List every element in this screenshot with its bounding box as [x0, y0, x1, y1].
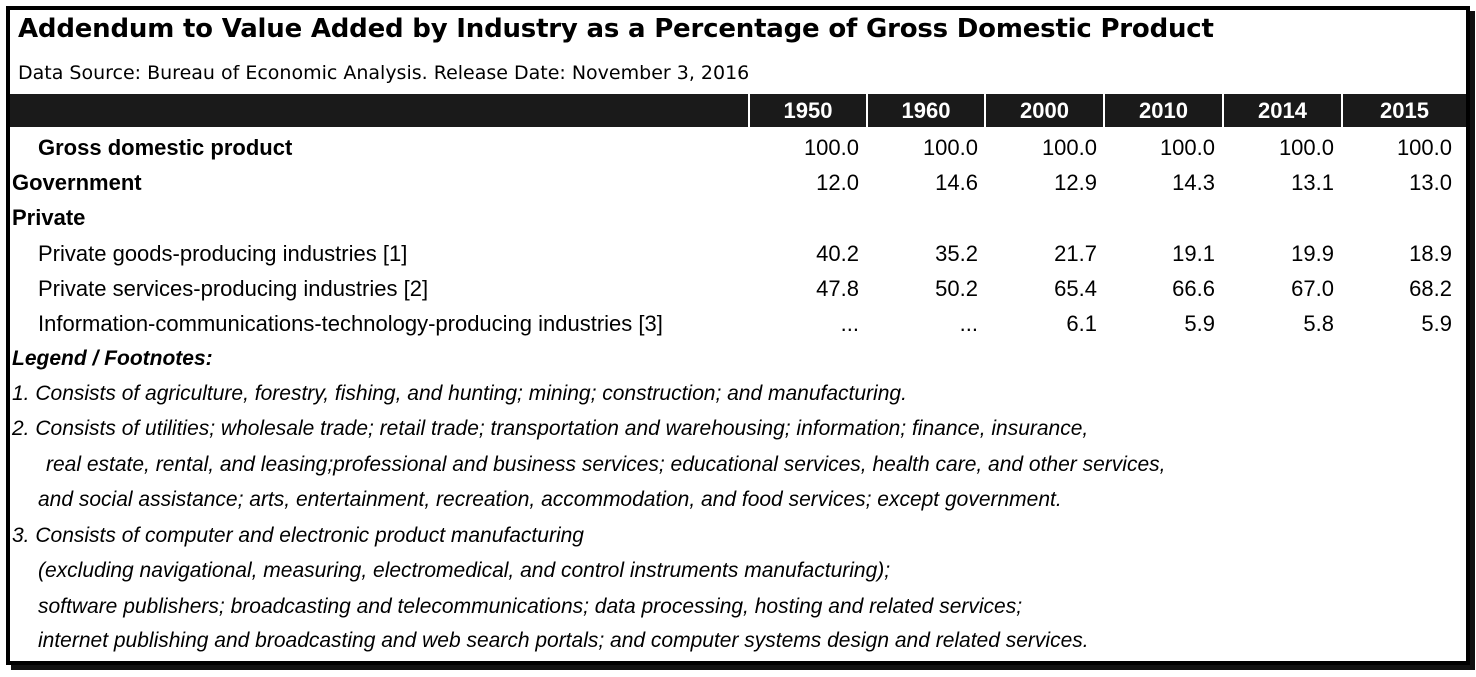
column-header-2010: 2010 [1103, 94, 1222, 127]
cell-value: 47.8 [816, 276, 859, 301]
row-label: Private goods-producing industries [1] [38, 241, 408, 266]
footnote-line: (excluding navigational, measuring, elec… [38, 559, 891, 582]
table-row: Private [10, 200, 1466, 235]
row-label: Information-communications-technology-pr… [38, 311, 663, 336]
cell-value: ... [840, 311, 859, 336]
table-row: Information-communications-technology-pr… [10, 306, 1466, 341]
cell-value: 100.0 [1278, 135, 1334, 160]
column-header-1960: 1960 [866, 94, 984, 127]
column-header-2000: 2000 [984, 94, 1103, 127]
page-title: Addendum to Value Added by Industry as a… [18, 14, 1214, 44]
cell-value: 12.0 [816, 170, 859, 195]
footnote-line: software publishers; broadcasting and te… [38, 595, 1023, 618]
cell-value: 13.1 [1291, 170, 1334, 195]
footnote-line: 1. Consists of agriculture, forestry, fi… [12, 382, 907, 405]
cell-value: 100.0 [1396, 135, 1452, 160]
table-frame: Addendum to Value Added by Industry as a… [6, 6, 1470, 665]
row-label: Government [12, 170, 142, 195]
cell-value: 21.7 [1054, 241, 1097, 266]
cell-value: 5.9 [1421, 311, 1452, 336]
footnote-line: and social assistance; arts, entertainme… [38, 488, 1062, 511]
column-header-bar: 1950 1960 2000 2010 2014 2015 [10, 94, 1466, 127]
column-header-2014: 2014 [1222, 94, 1341, 127]
footnote-line: internet publishing and broadcasting and… [38, 629, 1089, 652]
footnote-line: 3. Consists of computer and electronic p… [12, 524, 584, 547]
page-subtitle: Data Source: Bureau of Economic Analysis… [18, 62, 750, 84]
cell-value: 19.9 [1291, 241, 1334, 266]
table-row: Private goods-producing industries [1] 4… [10, 236, 1466, 271]
row-label: Gross domestic product [38, 135, 293, 160]
footnote-line: 2. Consists of utilities; wholesale trad… [12, 417, 1089, 440]
table-row: Government 12.0 14.6 12.9 14.3 13.1 13.0 [10, 165, 1466, 200]
row-label: Private services-producing industries [2… [38, 276, 429, 301]
column-header-1950: 1950 [748, 94, 866, 127]
row-label: Private [12, 205, 86, 230]
cell-value: 5.9 [1184, 311, 1215, 336]
cell-value: 67.0 [1291, 276, 1334, 301]
table-row: Gross domestic product 100.0 100.0 100.0… [10, 130, 1466, 165]
cell-value: 35.2 [935, 241, 978, 266]
cell-value: 100.0 [1041, 135, 1097, 160]
cell-value: 12.9 [1054, 170, 1097, 195]
footnote-line: real estate, rental, and leasing;profess… [46, 453, 1166, 476]
cell-value: 100.0 [922, 135, 978, 160]
cell-value: 13.0 [1409, 170, 1452, 195]
cell-value: 14.3 [1172, 170, 1215, 195]
cell-value: 18.9 [1409, 241, 1452, 266]
cell-value: ... [959, 311, 978, 336]
cell-value: 40.2 [816, 241, 859, 266]
cell-value: 100.0 [1159, 135, 1215, 160]
table-row: Private services-producing industries [2… [10, 271, 1466, 306]
cell-value: 100.0 [803, 135, 859, 160]
cell-value: 68.2 [1409, 276, 1452, 301]
cell-value: 5.8 [1303, 311, 1334, 336]
footnotes-heading: Legend / Footnotes: [12, 347, 213, 370]
cell-value: 6.1 [1066, 311, 1097, 336]
cell-value: 66.6 [1172, 276, 1215, 301]
cell-value: 14.6 [935, 170, 978, 195]
cell-value: 50.2 [935, 276, 978, 301]
cell-value: 19.1 [1172, 241, 1215, 266]
column-header-2015: 2015 [1341, 94, 1466, 127]
cell-value: 65.4 [1054, 276, 1097, 301]
